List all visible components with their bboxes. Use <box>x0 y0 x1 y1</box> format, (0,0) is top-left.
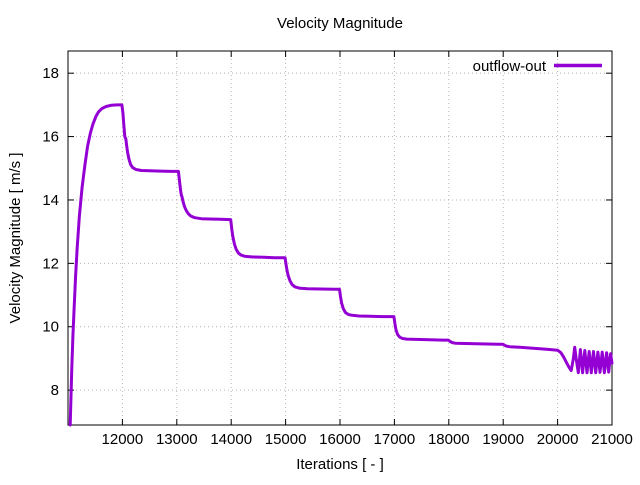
x-tick-labels: 12000 13000 14000 15000 16000 17000 18000 19000… <box>102 431 633 448</box>
x-tick-label: 14000 <box>210 431 252 448</box>
chart-title: Velocity Magnitude <box>277 15 403 32</box>
y-axis-label: Velocity Magnitude [ m/s ] <box>7 153 24 324</box>
y-tick-label: 12 <box>42 255 59 272</box>
x-tick-label: 15000 <box>265 431 307 448</box>
x-tick-label: 20000 <box>537 431 579 448</box>
x-tick-label: 18000 <box>428 431 470 448</box>
y-tick-label: 18 <box>42 65 59 82</box>
x-tick-label: 17000 <box>374 431 416 448</box>
legend-item-label: outflow-out <box>473 58 547 75</box>
y-tick-label: 16 <box>42 129 59 146</box>
x-tick-label: 21000 <box>591 431 633 448</box>
x-tick-label: 13000 <box>156 431 198 448</box>
plot-border <box>67 50 613 426</box>
y-tick-label: 14 <box>42 192 59 209</box>
legend: outflow-out <box>473 58 602 75</box>
y-tick-label: 10 <box>42 319 59 336</box>
y-tick-labels: 8 10 12 14 16 18 <box>42 65 59 399</box>
y-tick-label: 8 <box>51 382 59 399</box>
x-axis-label: Iterations [ - ] <box>296 456 384 473</box>
gridlines <box>68 51 613 425</box>
x-tick-label: 16000 <box>319 431 361 448</box>
axis-tick-marks <box>68 51 613 425</box>
x-tick-label: 12000 <box>102 431 144 448</box>
x-tick-label: 19000 <box>482 431 524 448</box>
series-outflow-out-line <box>68 103 614 427</box>
